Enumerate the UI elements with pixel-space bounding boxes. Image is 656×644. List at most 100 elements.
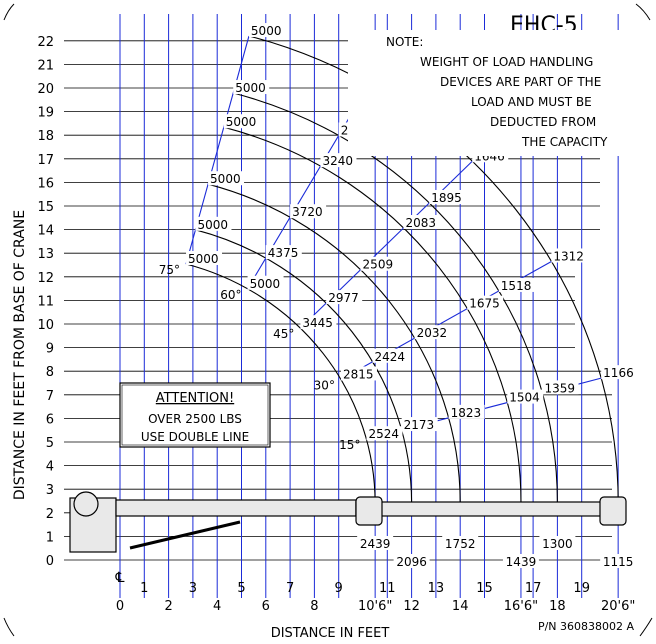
capacity-label: 5000 [210, 172, 241, 186]
capacity-label: 5000 [251, 24, 282, 38]
y-tick-label: 20 [37, 82, 54, 97]
boom-extension-arc [195, 229, 413, 506]
tip-capacity-bg [600, 554, 637, 568]
boom-extension-arc [223, 126, 522, 506]
y-tick-label: 12 [37, 271, 54, 286]
capacity-label-bg [248, 23, 285, 38]
x-tick-label: 0 [116, 599, 124, 614]
note-background [348, 30, 632, 156]
x-tick-label: 19 [573, 581, 590, 596]
boom-extension-arc [233, 92, 558, 506]
attention-line: USE DOUBLE LINE [141, 430, 249, 444]
boom-tip-sheave [355, 496, 383, 526]
capacity-label-bg [340, 366, 377, 381]
crane-illustration [69, 491, 627, 553]
capacity-label: 1504 [509, 391, 540, 405]
y-tick-label: 22 [37, 35, 54, 50]
y-tick-label: 13 [37, 247, 54, 262]
capacity-label-bg [195, 216, 232, 231]
tip-capacity-bg [393, 554, 430, 568]
y-tick-label: 7 [46, 389, 54, 404]
capacity-label: 5000 [188, 252, 219, 266]
capacity-label-bg [467, 295, 504, 310]
corner-mark [639, 617, 653, 637]
capacity-label: 2509 [363, 258, 394, 272]
y-tick-label: 8 [46, 365, 54, 380]
capacity-label: 1675 [469, 297, 500, 311]
capacity-label: 5000 [235, 81, 266, 95]
note-line: WEIGHT OF LOAD HANDLING [420, 55, 593, 69]
y-tick-label: 4 [46, 460, 54, 475]
capacity-label-bg [601, 365, 638, 380]
x-tick-label: 12 [403, 599, 420, 614]
x-tick-label: 4 [213, 599, 221, 614]
centerline-symbol: ℄ [115, 570, 125, 586]
boom-end-sheave [599, 496, 627, 526]
hydraulic-cylinder [129, 520, 241, 550]
note-line: NOTE: [386, 35, 423, 49]
tip-capacity-label: 2439 [360, 537, 391, 551]
capacity-label: 5000 [197, 218, 228, 232]
x-tick-label: 20'6" [601, 599, 635, 614]
boom-extension-arcs [185, 35, 619, 506]
capacity-label-bg [414, 325, 451, 340]
boom-angle-label: 45° [273, 327, 294, 341]
x-tick-label: 8 [310, 599, 318, 614]
part-number: P/N 360838002 A [538, 620, 635, 633]
y-tick-label: 18 [37, 129, 54, 144]
boom-angle-label: 60° [220, 288, 241, 302]
corner-mark [3, 3, 15, 21]
capacity-label-bg [326, 290, 363, 305]
tip-capacity-label: 1439 [506, 555, 537, 569]
y-tick-label: 3 [46, 483, 54, 498]
capacity-label-bg [247, 275, 284, 290]
corner-marks [3, 3, 653, 637]
capacity-label-bg [208, 171, 245, 186]
x-tick-label: 15 [476, 581, 493, 596]
capacity-label: 3240 [322, 154, 353, 168]
boom-angle-label: 75° [159, 263, 180, 277]
chart-labels: 0123456789101112131415161718192021220123… [37, 23, 638, 614]
x-tick-label: 11 [379, 581, 396, 596]
capacity-label: 1312 [553, 249, 584, 263]
corner-mark [3, 617, 15, 637]
note-line: THE CAPACITY [521, 135, 608, 149]
y-tick-label: 6 [46, 412, 54, 427]
attention-frame [119, 382, 271, 448]
tip-capacity-bg [502, 554, 539, 568]
capacity-label-bg [551, 248, 588, 263]
capacity-label-bg [372, 348, 409, 363]
x-tick-label: 16'6" [504, 599, 538, 614]
y-tick-label: 2 [46, 507, 54, 522]
boom-angle-label: 15° [339, 438, 360, 452]
y-tick-label: 17 [37, 153, 54, 168]
tip-capacity-bg [442, 536, 479, 550]
boom-extension-arc [185, 263, 376, 506]
x-tick-label: 2 [164, 599, 172, 614]
y-tick-label: 10 [37, 318, 54, 333]
y-tick-label: 14 [37, 224, 54, 239]
capacity-label: 1359 [544, 381, 575, 395]
capacity-label-bg [429, 189, 466, 204]
note-line: DEVICES ARE PART OF THE [440, 75, 601, 89]
capacity-label: 1166 [603, 366, 634, 380]
capacity-label-bg [223, 114, 260, 129]
capacity-label: 1895 [431, 191, 462, 205]
capacity-label-bg [320, 153, 357, 168]
attention-line: OVER 2500 LBS [148, 412, 242, 426]
attention-inner-frame [121, 384, 269, 446]
x-tick-label: 14 [452, 599, 469, 614]
capacity-label: 1518 [501, 279, 532, 293]
y-tick-label: 21 [37, 58, 54, 73]
capacity-label-bg [498, 277, 535, 292]
capacity-label: 3445 [302, 316, 333, 330]
capacity-label-bg [300, 315, 337, 330]
x-tick-label: 10'6" [358, 599, 392, 614]
x-tick-label: 17 [525, 581, 542, 596]
y-tick-label: 11 [37, 294, 54, 309]
boom-extension-arc [207, 183, 461, 506]
capacity-label: 2524 [368, 427, 399, 441]
capacity-label-bg [360, 256, 397, 271]
tip-capacity-label: 1300 [542, 537, 573, 551]
